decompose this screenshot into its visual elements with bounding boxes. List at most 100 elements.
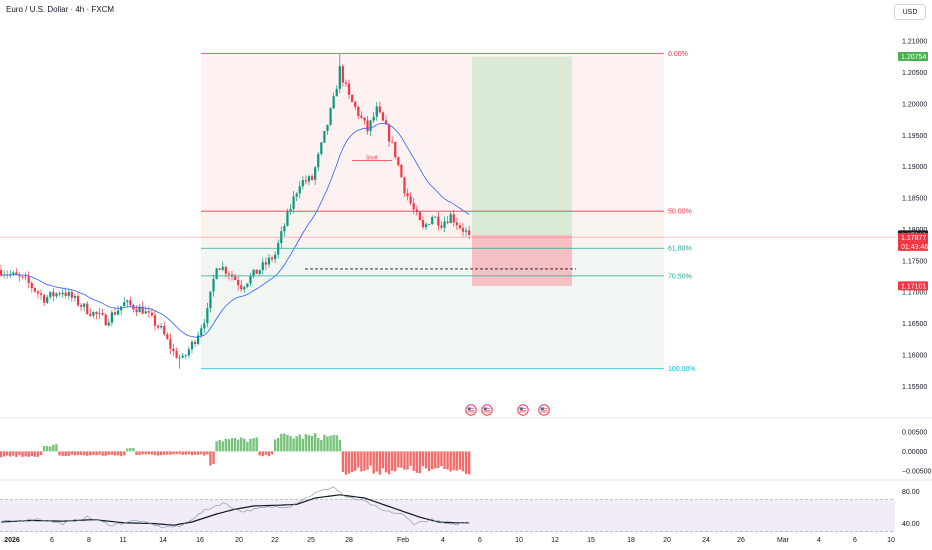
candle: [83, 302, 86, 312]
candle: [104, 313, 107, 326]
candle: [215, 267, 218, 280]
histogram-bar: [184, 451, 187, 455]
candle: [73, 293, 77, 302]
histogram-bar: [138, 451, 141, 456]
histogram-bar: [55, 444, 58, 452]
candle: [314, 166, 317, 185]
candle: [452, 209, 455, 227]
candle: [406, 188, 409, 201]
histogram-bar: [304, 434, 308, 452]
candle: [67, 288, 70, 300]
candle: [381, 111, 385, 122]
events-layer: [465, 404, 550, 416]
price-tick-label: 1.20500: [902, 70, 927, 77]
histogram-bar: [440, 451, 443, 467]
candle: [434, 215, 437, 218]
candle: [240, 279, 243, 293]
candle: [169, 333, 172, 355]
histogram-bar: [375, 451, 378, 472]
histogram-bar: [344, 451, 348, 475]
time-tick-label: 18: [627, 537, 635, 544]
histogram-bar: [403, 451, 406, 470]
time-tick-label: 12: [551, 537, 559, 544]
us-flag-event-icon[interactable]: [538, 404, 550, 416]
candle: [431, 215, 434, 226]
histogram-bar: [58, 451, 61, 456]
time-tick-label: 4: [817, 537, 821, 544]
stop-zone[interactable]: [472, 234, 572, 286]
oscillator-tick-label: 80.00: [902, 489, 920, 496]
drawings-layer: 0.00% 50.00% 61.80% 70.50% 100.00% Shelf: [201, 51, 696, 373]
candle: [55, 292, 58, 299]
candle: [375, 102, 378, 121]
price-tick-label: 1.18500: [902, 196, 927, 203]
histogram-bar: [233, 437, 237, 452]
histogram-bar: [317, 437, 320, 452]
histogram-bar: [424, 451, 428, 469]
us-flag-event-icon[interactable]: [517, 404, 529, 416]
histogram-bar: [98, 451, 101, 455]
candle: [286, 208, 289, 227]
candle: [354, 100, 357, 111]
candle: [9, 269, 12, 279]
histogram-bar: [159, 451, 163, 456]
candle: [187, 346, 190, 359]
candle: [249, 272, 252, 287]
drawing-background-layer: [0, 53, 895, 369]
histogram-bar: [166, 451, 169, 455]
histogram-bar: [332, 435, 335, 452]
candle: [403, 176, 406, 197]
time-tick-label: 15: [587, 537, 595, 544]
candle: [366, 116, 369, 135]
time-tick-label: 28: [345, 537, 353, 544]
candle: [391, 136, 394, 144]
price-tick-label: 1.21000: [902, 39, 927, 46]
histogram-bar: [437, 451, 440, 469]
histogram-bar: [320, 439, 323, 452]
candle: [332, 92, 335, 110]
histogram-bar: [427, 451, 431, 472]
candle: [95, 311, 98, 320]
candle: [156, 324, 160, 330]
histogram-bar: [126, 448, 129, 452]
histogram-bar: [467, 451, 471, 475]
histogram-bar: [289, 436, 292, 452]
candle: [160, 322, 163, 330]
time-tick-label: 10: [887, 537, 895, 544]
candle: [258, 269, 261, 276]
time-axis[interactable]: 2026 6 8 11 14 16 20 22 25 28 Feb 4 6 10 12 15 18 20 24 26 M…: [4, 537, 895, 544]
candle: [144, 306, 147, 314]
histogram-bar: [135, 451, 138, 456]
candle: [101, 308, 104, 317]
candle: [446, 215, 449, 225]
candle: [110, 309, 113, 327]
candle: [264, 257, 267, 270]
candle: [212, 274, 215, 297]
histogram-bar: [12, 451, 15, 456]
histogram-bar: [89, 451, 92, 456]
candle: [326, 124, 329, 135]
target-zone[interactable]: [472, 56, 572, 235]
histogram-bar: [249, 438, 252, 452]
candle: [443, 216, 446, 233]
candle: [24, 272, 27, 281]
us-flag-event-icon[interactable]: [465, 404, 477, 416]
candle: [43, 293, 46, 307]
candle: [301, 176, 304, 190]
price-axis[interactable]: 1.21000 1.20500 1.20000 1.19500 1.19000 1.185…: [898, 39, 931, 528]
histogram-bar: [267, 451, 271, 457]
candle: [437, 211, 440, 231]
candle: [289, 203, 292, 215]
price-tick-label: 1.19500: [902, 133, 927, 140]
candle: [221, 261, 224, 271]
histogram-bar: [92, 451, 95, 456]
candle: [335, 85, 338, 97]
currency-button[interactable]: USD: [894, 4, 926, 20]
candle: [6, 270, 9, 279]
histogram-bar: [446, 451, 449, 470]
histogram-bar: [329, 435, 332, 452]
histogram-bar: [360, 451, 363, 472]
candle: [280, 226, 283, 249]
us-flag-event-icon[interactable]: [481, 404, 493, 416]
